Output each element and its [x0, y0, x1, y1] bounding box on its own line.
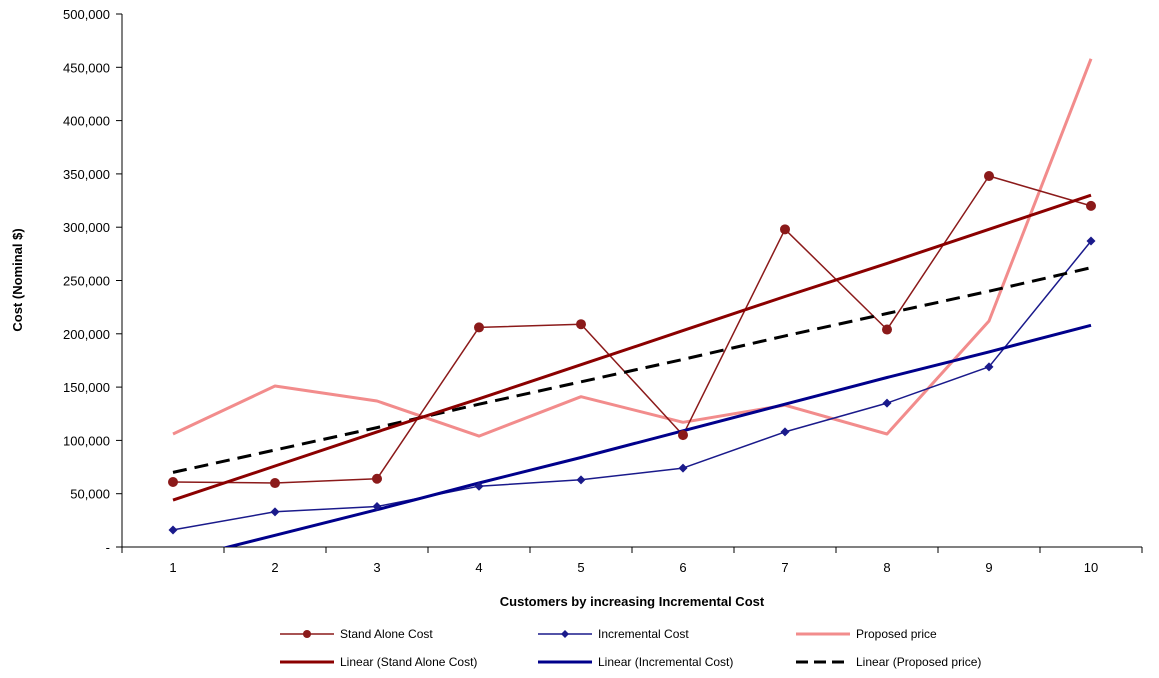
data-point-stand-alone-cost [984, 171, 994, 182]
data-point-stand-alone-cost [168, 476, 178, 487]
x-axis-title: Customers by increasing Incremental Cost [500, 594, 765, 609]
series-line-stand-alone-cost [172, 175, 1092, 484]
data-point-incremental-cost [372, 501, 382, 511]
series-line-linear-stand-alone-cost [172, 193, 1092, 502]
data-point-stand-alone-cost [372, 473, 382, 484]
y-tick-label: 400,000 [63, 114, 110, 129]
legend-marker [561, 630, 569, 638]
legend-label: Incremental Cost [598, 627, 689, 641]
y-tick-label: 250,000 [63, 274, 110, 289]
legend-item-proposed-price: Proposed price [796, 627, 937, 641]
data-point-incremental-cost [474, 481, 484, 491]
legend-label: Linear (Stand Alone Cost) [340, 655, 477, 669]
legend-label: Proposed price [856, 627, 937, 641]
data-point-incremental-cost [678, 463, 688, 473]
legend-label: Stand Alone Cost [340, 627, 433, 641]
series-line-proposed-price [172, 58, 1093, 438]
data-point-incremental-cost [882, 398, 892, 408]
y-tick-label: 150,000 [63, 380, 110, 395]
legend: Stand Alone Cost Incremental Cost Proposed… [280, 627, 981, 669]
data-point-incremental-cost [168, 525, 178, 535]
y-tick-label: 500,000 [63, 7, 110, 22]
legend-label: Linear (Incremental Cost) [598, 655, 733, 669]
series-line-linear-incremental-cost [222, 323, 1092, 547]
series-layer [172, 58, 1093, 547]
data-point-stand-alone-cost [1086, 200, 1096, 211]
x-tick-label: 5 [577, 560, 584, 575]
y-tick-label: 350,000 [63, 167, 110, 182]
data-point-incremental-cost [270, 507, 280, 517]
legend-item-incremental-cost: Incremental Cost [538, 627, 689, 641]
y-tick-label: 200,000 [63, 327, 110, 342]
x-tick-label: 9 [985, 560, 992, 575]
data-point-stand-alone-cost [270, 478, 280, 489]
x-tick-label: 3 [373, 560, 380, 575]
x-tick-label: 8 [883, 560, 890, 575]
marker-layer [168, 171, 1096, 535]
data-point-stand-alone-cost [780, 224, 790, 235]
y-tick-label: 300,000 [63, 220, 110, 235]
legend-item-stand-alone-cost: Stand Alone Cost [280, 627, 433, 641]
legend-label: Linear (Proposed price) [856, 655, 981, 669]
x-tick-label: 4 [475, 560, 482, 575]
x-tick-label: 6 [679, 560, 686, 575]
series-line-incremental-cost [172, 240, 1092, 531]
y-axis: - 50,000 100,000 150,000 200,000 250,000 300,0… [63, 7, 123, 555]
legend-item-linear-proposed-price: Linear (Proposed price) [796, 655, 981, 669]
data-point-incremental-cost [984, 362, 994, 372]
x-axis: 1 2 3 4 5 6 7 8 9 10 [121, 546, 1143, 575]
legend-item-linear-stand-alone-cost: Linear (Stand Alone Cost) [280, 655, 477, 669]
data-point-stand-alone-cost [678, 430, 688, 441]
data-point-incremental-cost [576, 475, 586, 485]
data-point-stand-alone-cost [882, 324, 892, 335]
x-tick-label: 1 [169, 560, 176, 575]
legend-marker [303, 630, 311, 638]
y-tick-label: 450,000 [63, 60, 110, 75]
data-point-stand-alone-cost [576, 319, 586, 330]
y-axis-title: Cost (Nominal $) [10, 228, 25, 331]
y-tick-label: 50,000 [70, 487, 110, 502]
data-point-stand-alone-cost [474, 322, 484, 333]
x-tick-label: 7 [781, 560, 788, 575]
x-tick-label: 10 [1084, 560, 1098, 575]
y-tick-label: - [106, 540, 110, 555]
legend-item-linear-incremental-cost: Linear (Incremental Cost) [538, 655, 733, 669]
data-point-incremental-cost [780, 427, 790, 437]
x-tick-label: 2 [271, 560, 278, 575]
data-point-incremental-cost [1086, 236, 1096, 246]
y-tick-label: 100,000 [63, 433, 110, 448]
series-line-linear-proposed-price [172, 266, 1092, 474]
